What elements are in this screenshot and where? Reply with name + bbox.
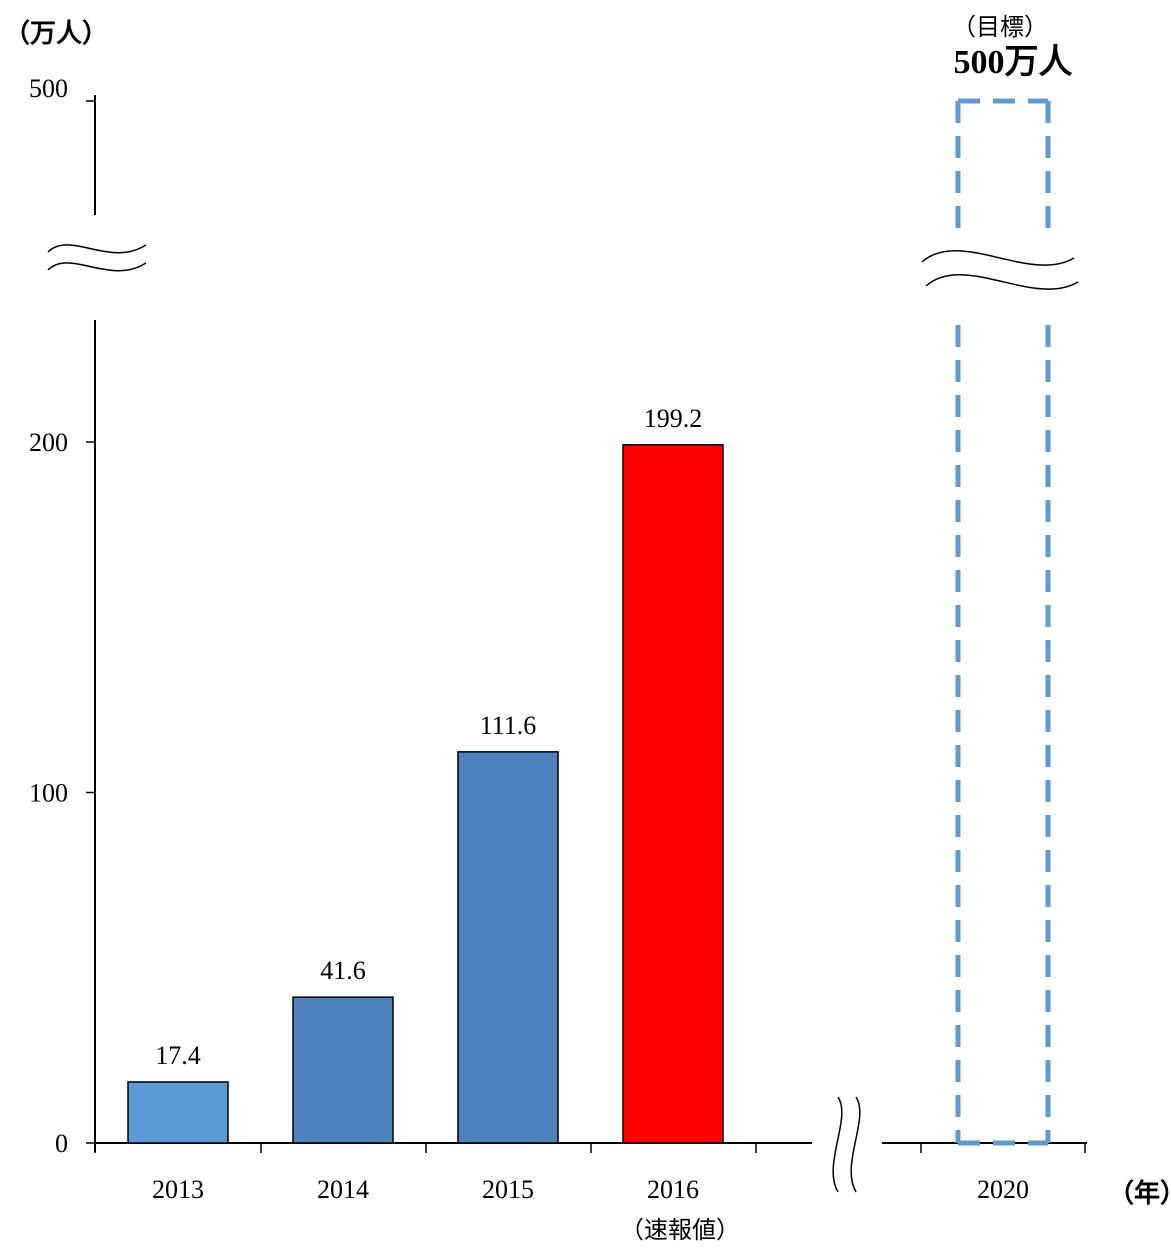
bar-2015 xyxy=(457,751,559,1144)
bar-2014 xyxy=(292,996,394,1144)
category-sublabel: （速報値） xyxy=(620,1216,740,1244)
category-label: 2016 xyxy=(647,1175,699,1204)
y-tick-label: 100 xyxy=(29,779,68,808)
bar-2016 xyxy=(622,444,724,1144)
data-label: 111.6 xyxy=(480,711,537,740)
category-label: 2020 xyxy=(977,1175,1029,1204)
y-unit-label: （万人） xyxy=(4,19,108,49)
target-bar xyxy=(955,98,1051,1146)
data-label: 41.6 xyxy=(320,956,366,985)
y-axis-break-icon xyxy=(47,244,147,272)
target-break-icon xyxy=(921,250,1079,290)
x-unit-label: （年） xyxy=(1108,1178,1171,1209)
bar-2013 xyxy=(127,1081,229,1144)
y-tick-label: 0 xyxy=(55,1129,68,1158)
category-label: 2013 xyxy=(152,1175,204,1204)
target-label: （目標） xyxy=(952,13,1048,41)
data-label: 199.2 xyxy=(644,404,703,433)
y-tick-label: 200 xyxy=(29,428,68,457)
data-label: 17.4 xyxy=(155,1041,201,1070)
target-value-label: 500万人 xyxy=(954,43,1073,81)
y-tick-label: 500 xyxy=(29,74,68,103)
category-label: 2014 xyxy=(317,1175,369,1204)
category-label: 2015 xyxy=(482,1175,534,1204)
x-axis-break-icon xyxy=(832,1096,861,1193)
